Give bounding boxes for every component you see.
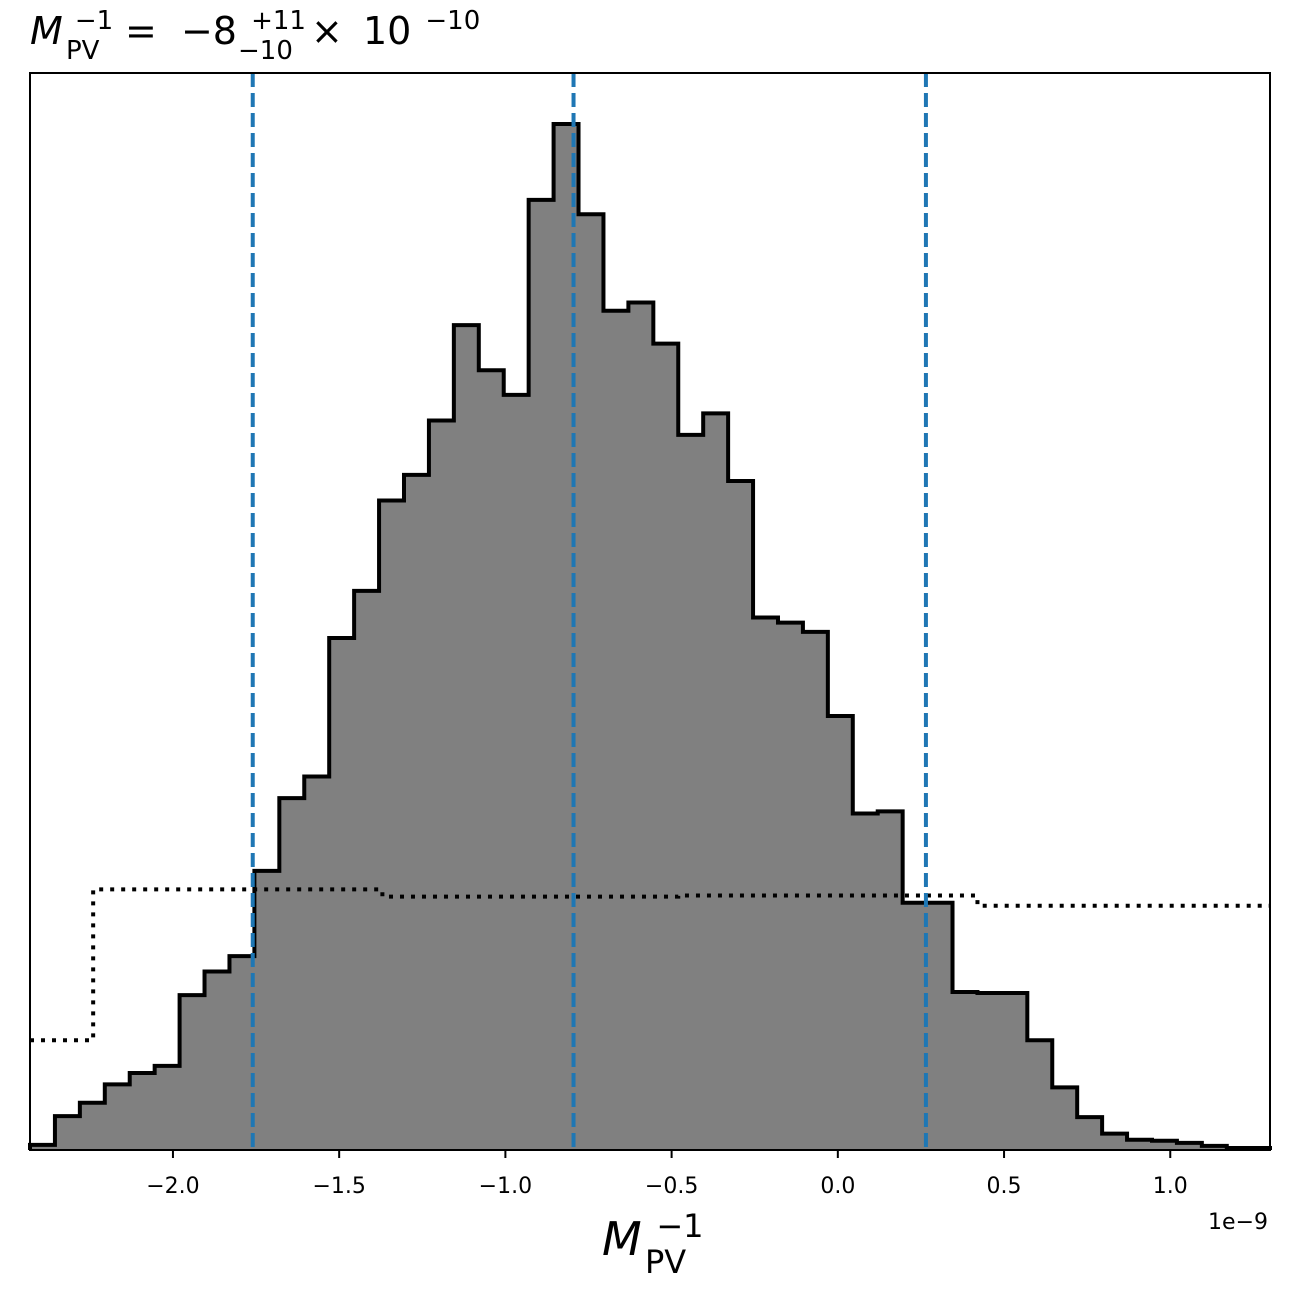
histogram-bar [728, 481, 754, 1151]
histogram-bar [528, 199, 555, 1150]
histogram-bar [1102, 1133, 1128, 1150]
chart-title: M −1 PV = −8 +11 −10 × 10 −10 [30, 0, 480, 68]
title-mantissa: −8 [181, 9, 237, 53]
histogram-bar [229, 956, 255, 1150]
histogram-bar [129, 1073, 156, 1150]
histogram-bar [254, 870, 280, 1150]
histogram-bar [478, 370, 505, 1150]
histogram-bar [578, 214, 604, 1151]
title-base: 10 [363, 9, 411, 53]
histogram-bar [827, 716, 854, 1150]
xlabel-symbol-sub: PV [645, 1243, 686, 1281]
title-symbol-sup: −1 [75, 6, 113, 36]
histogram-bar [154, 1065, 181, 1150]
histogram-bar [104, 1084, 131, 1150]
histogram-bar [703, 413, 729, 1150]
x-tick-label: 0.0 [820, 1174, 855, 1199]
x-tick-label: 1.0 [1153, 1174, 1188, 1199]
prior-step-line [30, 887, 1270, 1043]
x-axis-label: M −1 PV [602, 1194, 718, 1281]
title-exponent: −10 [425, 6, 480, 36]
title-err-plus: +11 [251, 6, 306, 36]
x-tick-label: −1.0 [479, 1174, 532, 1199]
x-tick-label: −2.0 [146, 1174, 199, 1199]
title-times: × [311, 9, 343, 53]
histogram-bar [179, 995, 206, 1150]
x-axis-offset-text: 1e−9 [1208, 1210, 1268, 1235]
histogram-bar [1151, 1140, 1178, 1150]
histogram-bar [403, 474, 430, 1151]
x-tick-label: −0.5 [645, 1174, 698, 1199]
histogram-bar [304, 776, 330, 1150]
histogram-bar [379, 500, 405, 1150]
histogram-bar [279, 798, 305, 1150]
plot-area [28, 73, 1272, 1151]
histogram-bar [54, 1116, 81, 1150]
histogram-bar [1127, 1139, 1153, 1150]
histogram-bar [952, 991, 978, 1150]
histogram-outline [28, 122, 1272, 1150]
histogram-bar [678, 434, 704, 1150]
title-symbol: M [30, 9, 63, 53]
title-symbol-sub: PV [66, 36, 100, 66]
x-axis-ticks: −2.0 −1.5 −1.0 −0.5 0.0 0.5 1.0 [146, 1150, 1188, 1199]
axes-frame [29, 72, 1271, 1151]
histogram-bar [354, 590, 380, 1150]
histogram-bar [1002, 993, 1028, 1150]
histogram-bar [852, 813, 879, 1150]
histogram-bar [927, 902, 954, 1150]
histogram-bar [329, 638, 355, 1150]
histogram-bar [877, 811, 904, 1150]
histogram-bar [603, 310, 629, 1150]
histogram-bar [1077, 1117, 1103, 1150]
histogram-bar [79, 1102, 106, 1150]
xlabel-symbol: M [602, 1212, 642, 1266]
x-tick-label: 0.5 [987, 1174, 1022, 1199]
histogram-bar [902, 902, 929, 1150]
histogram-bar [428, 420, 455, 1150]
histogram-bar [30, 1144, 56, 1150]
histogram-bar [1027, 1040, 1053, 1150]
histogram-bar [802, 631, 829, 1150]
histogram-bar [453, 325, 480, 1150]
histogram-bar [1176, 1142, 1203, 1150]
title-equals: = [125, 9, 157, 53]
histogram-bar [777, 622, 804, 1150]
histogram-bar [1201, 1145, 1228, 1150]
histogram-bar [503, 394, 530, 1150]
histogram-bar [977, 993, 1003, 1150]
histogram-bar [628, 302, 654, 1150]
histogram-bar [753, 617, 779, 1150]
histogram-bar [653, 343, 679, 1151]
xlabel-symbol-sup: −1 [656, 1207, 703, 1245]
title-err-minus: −10 [238, 36, 293, 66]
x-tick-label: −1.5 [312, 1174, 365, 1199]
histogram-bar [1052, 1087, 1078, 1150]
histogram-bar [204, 971, 230, 1150]
